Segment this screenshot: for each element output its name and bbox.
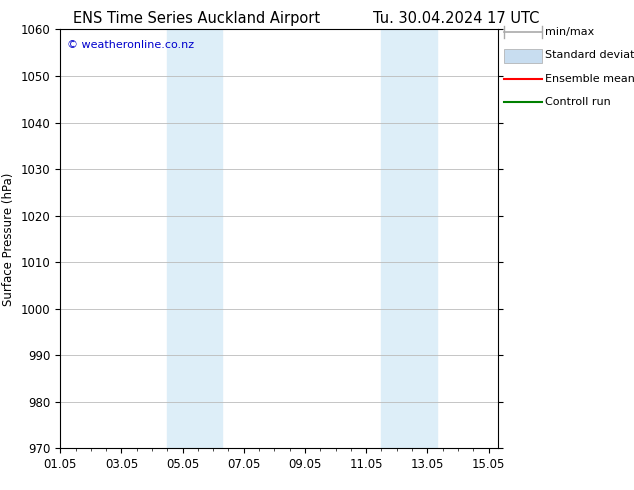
Text: ENS Time Series Auckland Airport: ENS Time Series Auckland Airport bbox=[73, 11, 320, 26]
Text: Ensemble mean run: Ensemble mean run bbox=[545, 74, 634, 84]
Text: © weatheronline.co.nz: © weatheronline.co.nz bbox=[67, 40, 194, 50]
Text: Standard deviation: Standard deviation bbox=[545, 50, 634, 60]
Bar bbox=[167, 29, 223, 448]
Bar bbox=[382, 29, 436, 448]
Text: Tu. 30.04.2024 17 UTC: Tu. 30.04.2024 17 UTC bbox=[373, 11, 540, 26]
Text: min/max: min/max bbox=[545, 27, 595, 37]
Y-axis label: Surface Pressure (hPa): Surface Pressure (hPa) bbox=[2, 172, 15, 306]
Text: Controll run: Controll run bbox=[545, 98, 611, 107]
